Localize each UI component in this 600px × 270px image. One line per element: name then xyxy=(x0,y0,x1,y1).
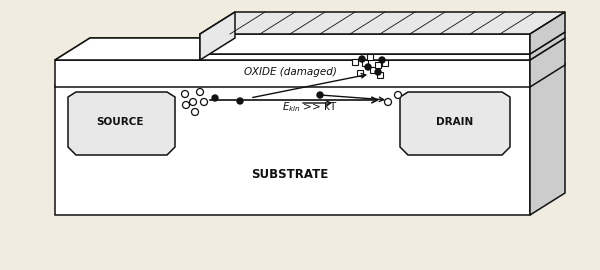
Text: OXIDE (damaged): OXIDE (damaged) xyxy=(244,67,337,77)
Polygon shape xyxy=(55,38,235,60)
Polygon shape xyxy=(55,60,530,87)
FancyBboxPatch shape xyxy=(367,54,373,60)
Circle shape xyxy=(191,109,199,116)
Polygon shape xyxy=(200,32,565,54)
Polygon shape xyxy=(68,92,175,155)
Polygon shape xyxy=(200,54,530,60)
Circle shape xyxy=(379,57,385,63)
Polygon shape xyxy=(200,12,565,34)
Polygon shape xyxy=(530,12,565,54)
Text: SUBSTRATE: SUBSTRATE xyxy=(251,168,329,181)
Circle shape xyxy=(237,98,243,104)
Polygon shape xyxy=(400,92,510,155)
Polygon shape xyxy=(55,85,530,215)
FancyBboxPatch shape xyxy=(370,67,376,73)
Polygon shape xyxy=(530,63,565,215)
Polygon shape xyxy=(530,38,565,87)
Text: SOURCE: SOURCE xyxy=(96,117,144,127)
Circle shape xyxy=(182,102,190,109)
Text: DRAIN: DRAIN xyxy=(436,117,473,127)
FancyBboxPatch shape xyxy=(357,70,363,76)
Circle shape xyxy=(359,56,365,62)
FancyBboxPatch shape xyxy=(375,62,381,68)
Polygon shape xyxy=(55,63,565,85)
Polygon shape xyxy=(200,12,235,60)
Circle shape xyxy=(395,92,401,99)
FancyBboxPatch shape xyxy=(362,60,368,66)
FancyBboxPatch shape xyxy=(352,59,358,65)
Circle shape xyxy=(200,99,208,106)
Circle shape xyxy=(197,89,203,96)
Circle shape xyxy=(317,92,323,98)
Circle shape xyxy=(212,95,218,101)
Circle shape xyxy=(182,90,188,97)
FancyBboxPatch shape xyxy=(382,60,388,66)
Polygon shape xyxy=(530,32,565,60)
Text: $E_{kin}$ >> kT: $E_{kin}$ >> kT xyxy=(282,100,338,114)
Polygon shape xyxy=(200,34,530,54)
Circle shape xyxy=(190,99,197,106)
FancyBboxPatch shape xyxy=(377,72,383,78)
Circle shape xyxy=(385,99,392,106)
Circle shape xyxy=(365,64,371,70)
Circle shape xyxy=(375,69,381,75)
Polygon shape xyxy=(55,38,565,60)
